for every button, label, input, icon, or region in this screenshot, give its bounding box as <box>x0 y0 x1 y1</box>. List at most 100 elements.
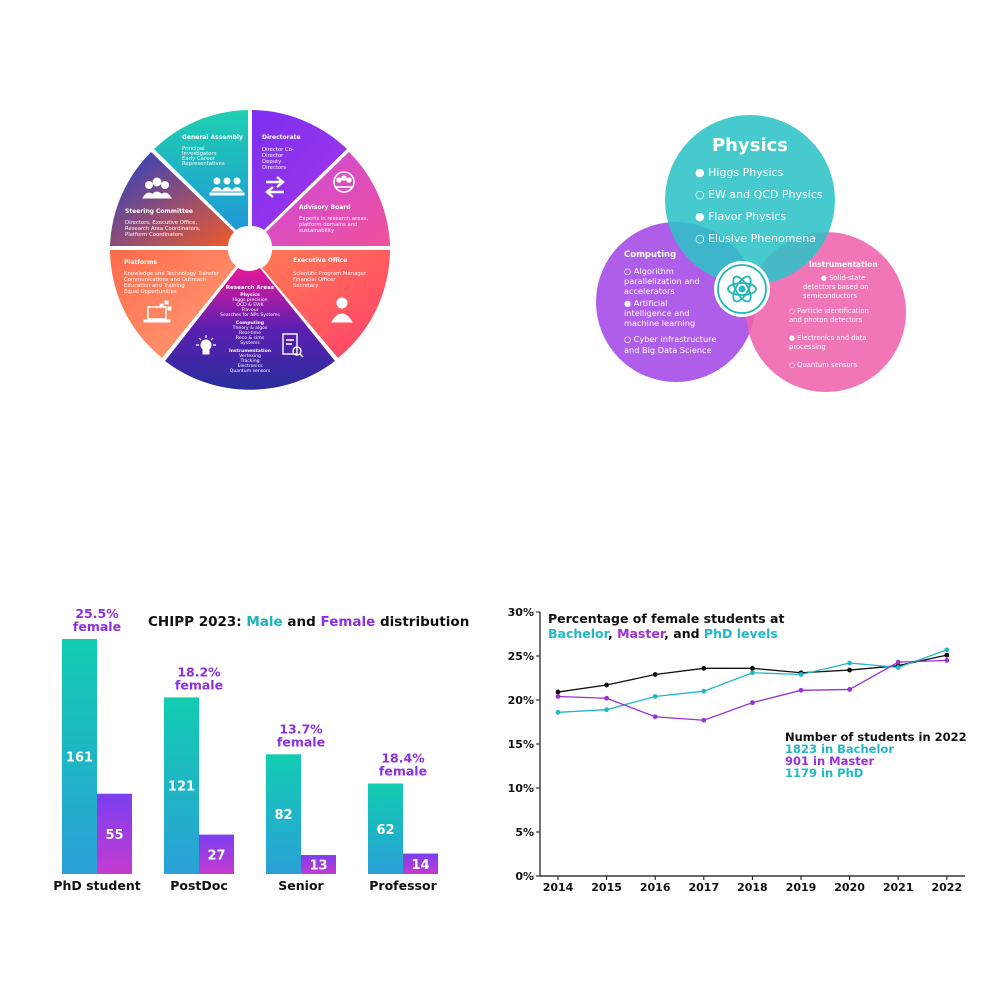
venn-instrumentation-title: Instrumentation <box>809 260 878 269</box>
platforms-line: Knowledge and Technology Transfer <box>124 271 220 277</box>
executive-office-line: Financial Officer <box>293 277 336 283</box>
executive-office-line: Secretary <box>293 283 319 289</box>
venn-computing-item: ● Artificial <box>624 298 667 308</box>
series-point-master <box>750 700 755 706</box>
line-chart-axes <box>539 612 965 877</box>
research-line: Flavour <box>241 307 258 313</box>
general-assembly-line: Investigators <box>182 151 217 157</box>
title-master: Master <box>617 626 667 641</box>
y-tick-label: 30% <box>508 606 534 619</box>
venn-instrumentation-item: ○ Quantum sensors <box>789 361 858 369</box>
laptop-network-icon <box>143 300 172 323</box>
bar-male <box>164 697 199 874</box>
series-point-overall <box>750 665 755 671</box>
wheel-segment-general-assembly <box>154 110 248 230</box>
title-phd: PhD levels <box>704 626 778 641</box>
students-2022-master: 901 in Master <box>785 754 874 768</box>
series-point-master <box>652 714 658 720</box>
venn-instrumentation-item: ● Electronics and data <box>789 334 867 342</box>
bar-female-percent-annotation: female <box>175 677 223 692</box>
x-tick-label: 2021 <box>883 881 914 894</box>
series-point-master <box>944 658 950 663</box>
document-search-icon <box>282 333 304 358</box>
line-chart-title-line2: Bachelor, Master, and PhD levels <box>548 626 778 641</box>
series-point-bachelor <box>555 709 561 715</box>
lightbulb-icon <box>196 335 216 355</box>
series-point-overall <box>701 665 707 671</box>
advisory-board-line: Experts in research areas, <box>299 216 368 222</box>
line-chart-title-line1: Percentage of female students at <box>548 611 784 626</box>
advisory-board-line: platform domains and <box>299 222 357 228</box>
platforms-line: Communications and Outreach <box>124 277 206 283</box>
series-point-bachelor <box>847 660 852 666</box>
research-line: Systems <box>240 340 260 346</box>
bar-chart-title: CHIPP 2023: Male and Female distribution <box>148 614 469 630</box>
executive-office-line: Scientific Program Manager <box>293 271 367 277</box>
bar-title-male: Male <box>246 614 282 630</box>
executive-office-title: Executive Office <box>293 257 347 264</box>
female-percentage-line-chart: Percentage of female students at Bachelo… <box>508 606 967 894</box>
platforms-line: Equal Opportunities <box>124 289 177 295</box>
venn-computing-item: accelerators <box>624 286 675 296</box>
bar-female-percent-annotation: 13.7% <box>279 721 323 736</box>
bar-female <box>97 793 132 874</box>
series-point-bachelor <box>701 688 707 694</box>
venn-instrumentation-item: and photon detectors <box>789 316 863 324</box>
venn-computing-item: ○ Cyber infrastructure <box>624 334 716 344</box>
x-tick-label: 2022 <box>931 881 962 894</box>
bar-female-percent-annotation: 18.4% <box>381 751 425 766</box>
directorate-title: Directorate <box>262 134 301 141</box>
bar-category-label: PostDoc <box>170 878 228 893</box>
bar-male-value-label: 82 <box>274 808 292 823</box>
series-point-master <box>895 659 901 665</box>
bar-title-part: distribution <box>375 614 469 630</box>
platforms-title: Platforms <box>124 259 157 266</box>
bar-female-value-label: 27 <box>207 848 225 863</box>
research-group-heading: Physics <box>240 292 260 298</box>
bar-female-percent-annotation: female <box>379 764 427 779</box>
bar-category-label: PhD student <box>53 878 140 893</box>
research-line: Electronics <box>237 363 263 369</box>
steering-committee-line: Platform Coordinators <box>125 232 183 238</box>
series-point-bachelor <box>652 694 658 699</box>
bar-female <box>199 834 234 874</box>
venn-instrumentation-item: processing <box>789 343 826 351</box>
bar-male-value-label: 161 <box>66 751 93 766</box>
venn-instrumentation-item: ● Solid-state <box>821 274 865 282</box>
title-bachelor: Bachelor <box>548 626 611 641</box>
venn-computing-item: and Big Data Science <box>624 345 712 355</box>
research-line: Vertexing <box>239 353 261 359</box>
series-point-bachelor <box>604 707 609 713</box>
venn-computing-item: intelligence and <box>624 308 690 318</box>
platforms-line: Education and Training <box>124 283 185 289</box>
bar-female-value-label: 55 <box>105 828 123 843</box>
series-point-master <box>847 687 852 692</box>
bar-category-label: Professor <box>369 878 437 893</box>
businessman-icon <box>331 297 353 323</box>
directorate-line: Directors <box>262 165 286 171</box>
x-tick-label: 2016 <box>640 881 671 894</box>
y-tick-label: 20% <box>508 694 534 707</box>
bar-male <box>368 783 403 874</box>
series-point-bachelor <box>895 665 901 670</box>
wheel-segment-advisory-board <box>266 152 390 246</box>
bar-male-value-label: 121 <box>168 780 195 795</box>
bar-female-value-label: 13 <box>309 859 327 874</box>
y-tick-label: 5% <box>515 826 534 839</box>
bar-title-female: Female <box>321 614 376 630</box>
students-2022-heading: Number of students in 2022 <box>785 730 967 744</box>
research-group-heading: Computing <box>236 320 264 326</box>
team-cycle-icon <box>333 171 355 193</box>
wheel-segment-platforms <box>110 250 236 358</box>
venn-physics-item: ● Flavor Physics <box>695 210 786 223</box>
research-areas-title: Research Areas <box>226 285 275 291</box>
series-point-master <box>555 694 561 699</box>
series-point-bachelor <box>750 670 755 676</box>
group-icon <box>142 177 172 199</box>
x-tick-label: 2019 <box>786 881 817 894</box>
venn-instrumentation-item: detectors based on <box>803 283 869 291</box>
advisory-board-line: sustainability <box>299 228 334 234</box>
directorate-line: Director <box>262 153 284 159</box>
series-point-bachelor <box>944 647 950 653</box>
venn-computing-title: Computing <box>624 250 676 260</box>
